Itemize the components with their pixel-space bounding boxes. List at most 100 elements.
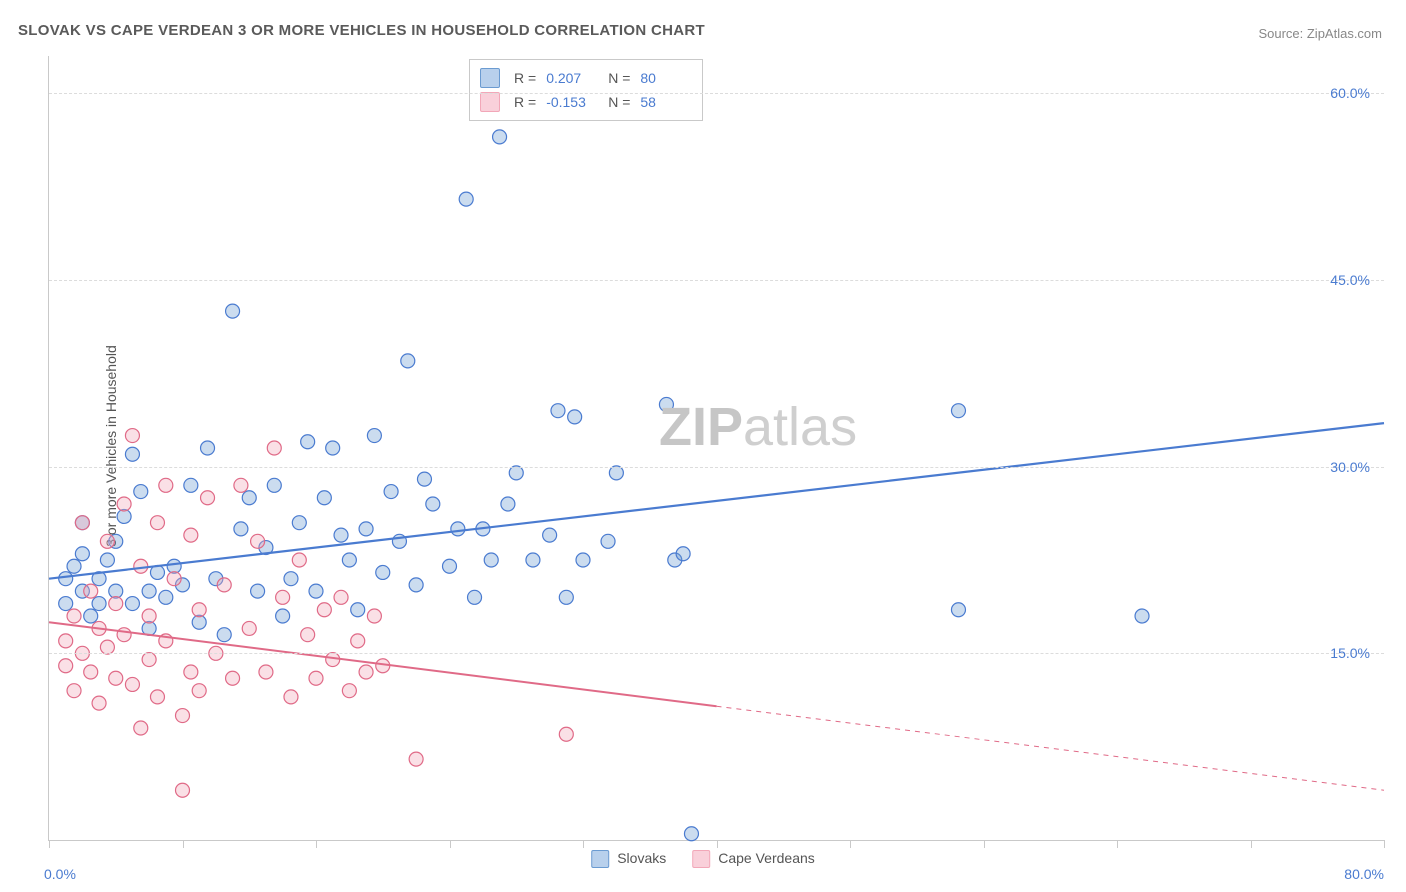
n-value: 80 [640,70,692,86]
data-point [426,497,440,511]
data-point [100,640,114,654]
r-value: -0.153 [546,94,598,110]
data-point [234,478,248,492]
data-point [409,578,423,592]
chart-title: SLOVAK VS CAPE VERDEAN 3 OR MORE VEHICLE… [18,22,705,39]
data-point [59,659,73,673]
y-tick-label: 60.0% [1330,85,1370,101]
data-point [134,721,148,735]
data-point [384,485,398,499]
data-point [543,528,557,542]
series-swatch [480,92,500,112]
data-point [301,628,315,642]
data-point [201,441,215,455]
data-point [234,522,248,536]
n-label: N = [608,70,630,86]
data-point [67,684,81,698]
gridline-h [49,280,1384,281]
gridline-h [49,93,1384,94]
legend-item: Cape Verdeans [692,850,815,868]
x-axis-min-label: 0.0% [44,866,76,882]
data-point [276,590,290,604]
data-point [201,491,215,505]
data-point [84,665,98,679]
x-tick [583,840,584,848]
n-label: N = [608,94,630,110]
data-point [401,354,415,368]
legend-item: Slovaks [591,850,666,868]
data-point [367,429,381,443]
data-point [451,522,465,536]
data-point [150,516,164,530]
plot-area: ZIPatlas R =0.207N =80R =-0.153N =58 15.… [48,56,1384,841]
data-point [292,516,306,530]
data-point [125,677,139,691]
data-point [242,491,256,505]
r-value: 0.207 [546,70,598,86]
data-point [409,752,423,766]
data-point [526,553,540,567]
data-point [59,572,73,586]
data-point [417,472,431,486]
data-point [509,466,523,480]
data-point [309,671,323,685]
legend-label: Slovaks [617,850,666,866]
data-point [92,696,106,710]
data-point [251,534,265,548]
data-point [359,665,373,679]
data-point [84,584,98,598]
data-point [117,628,131,642]
data-point [125,597,139,611]
data-point [351,634,365,648]
data-point [176,709,190,723]
y-tick-label: 15.0% [1330,645,1370,661]
x-tick [316,840,317,848]
data-point [217,628,231,642]
data-point [684,827,698,841]
source-name: ZipAtlas.com [1307,26,1382,41]
data-point [150,690,164,704]
data-point [259,665,273,679]
data-point [367,609,381,623]
data-point [568,410,582,424]
data-point [292,553,306,567]
data-point [501,497,515,511]
x-tick [984,840,985,848]
data-point [109,597,123,611]
data-point [142,653,156,667]
data-point [284,572,298,586]
data-point [342,684,356,698]
y-tick-label: 45.0% [1330,272,1370,288]
data-point [317,491,331,505]
x-tick [1384,840,1385,848]
bottom-legend: Slovaks Cape Verdeans [591,850,815,868]
r-label: R = [514,94,536,110]
data-point [67,609,81,623]
data-point [100,534,114,548]
data-point [317,603,331,617]
data-point [251,584,265,598]
series-swatch [480,68,500,88]
x-tick [717,840,718,848]
data-point [167,572,181,586]
data-point [1135,609,1149,623]
data-point [134,485,148,499]
x-tick [1251,840,1252,848]
gridline-h [49,467,1384,468]
data-point [67,559,81,573]
data-point [184,528,198,542]
data-point [242,621,256,635]
data-point [184,478,198,492]
data-point [301,435,315,449]
data-point [326,653,340,667]
data-point [134,559,148,573]
data-point [217,578,231,592]
data-point [142,609,156,623]
data-point [75,516,89,530]
x-tick [450,840,451,848]
data-point [459,192,473,206]
data-point [226,671,240,685]
data-point [159,590,173,604]
x-tick [1117,840,1118,848]
data-point [326,441,340,455]
